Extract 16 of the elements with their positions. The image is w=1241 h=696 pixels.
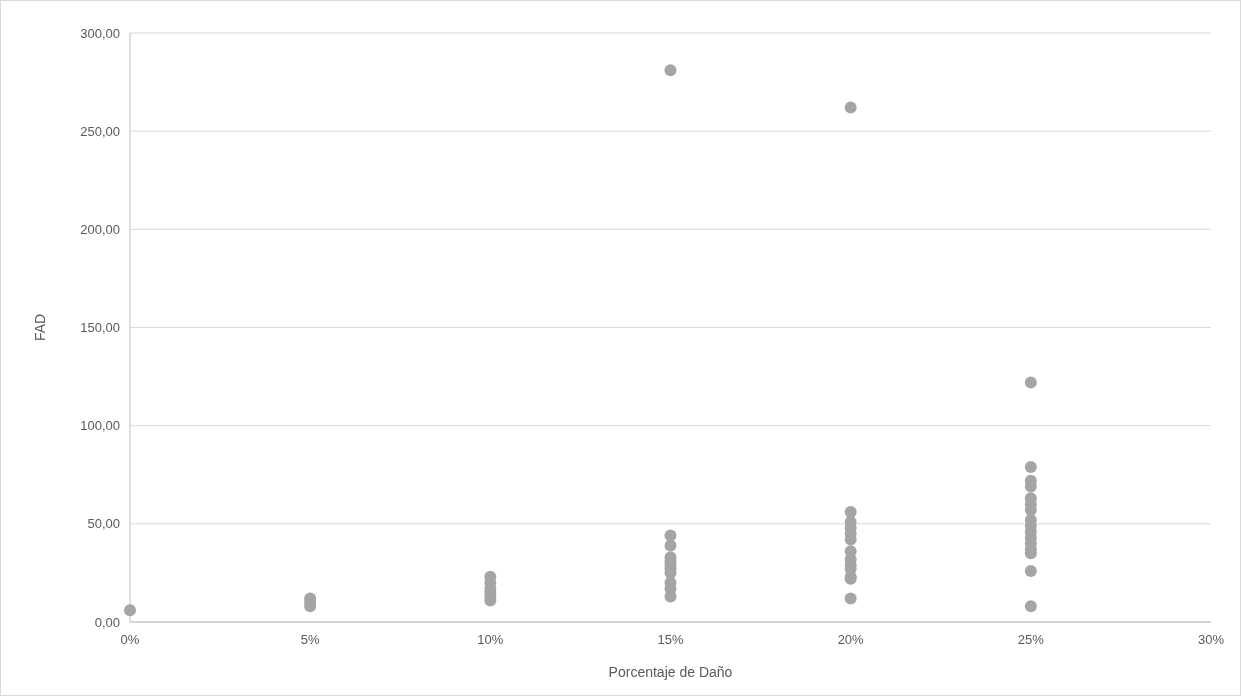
y-tick-label: 250,00 [80,123,120,139]
x-tick-label: 25% [1017,632,1045,647]
y-tick-label: 300,00 [80,25,120,41]
y-tick-label: 150,00 [80,320,120,336]
x-tick-label: 30% [1197,632,1225,647]
x-tick-label: 10% [477,632,504,647]
y-tick-label: 100,00 [80,418,120,434]
y-axis-title: FAD [32,313,48,342]
y-tick-label: 50,00 [87,516,120,532]
x-tick-label: 5% [300,632,320,647]
y-tick-label: 200,00 [80,221,120,237]
x-tick-label: 0% [120,632,140,647]
x-axis-title: Porcentaje de Daño [608,664,733,680]
x-tick-label: 15% [657,632,684,647]
y-tick-label: 0,00 [94,614,120,630]
x-tick-label: 20% [837,632,865,647]
